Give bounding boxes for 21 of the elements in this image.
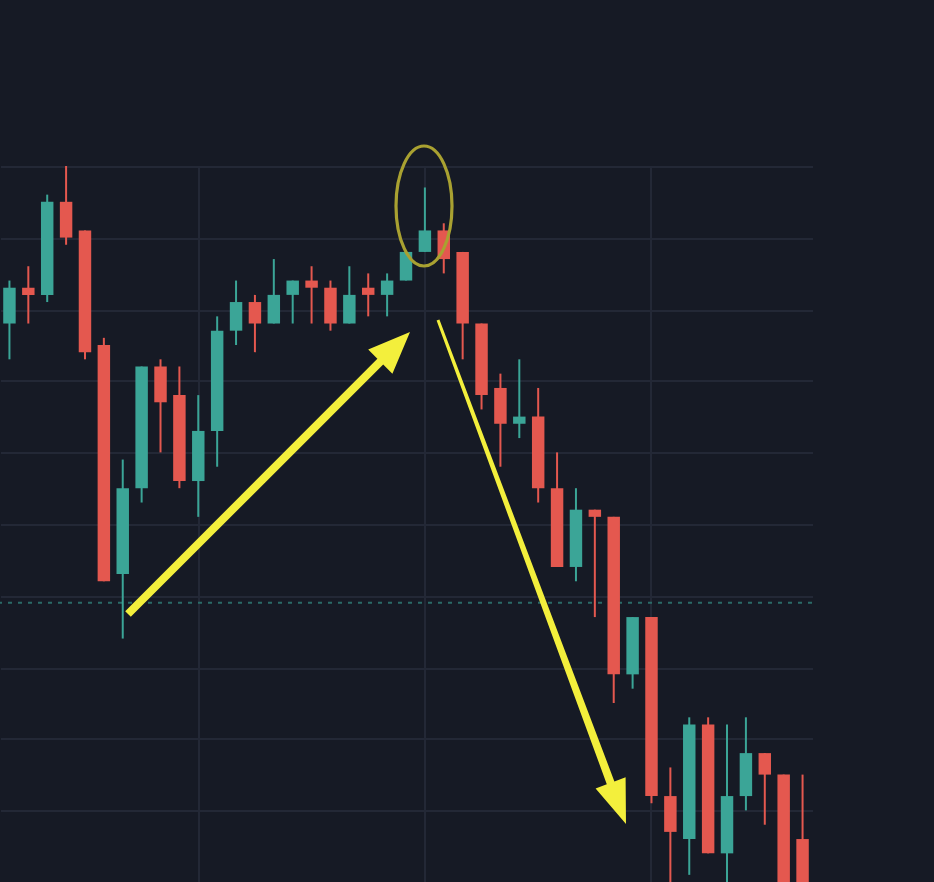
candlestick	[664, 766, 677, 882]
candlestick	[229, 279, 243, 346]
candlestick	[324, 279, 337, 332]
candlestick	[758, 752, 772, 826]
candlestick	[154, 358, 167, 454]
candlestick	[588, 508, 602, 619]
candlestick	[739, 716, 753, 812]
candlestick	[494, 372, 507, 468]
candlestick	[286, 279, 299, 325]
candlestick	[305, 265, 318, 325]
candlestick	[513, 358, 526, 440]
candlestick	[22, 265, 35, 325]
candlestick	[248, 293, 262, 354]
candlestick	[343, 265, 356, 325]
candlestick	[59, 165, 73, 246]
candlestick	[362, 272, 375, 318]
candlestick	[418, 186, 432, 253]
candlestick	[380, 272, 394, 318]
candlestick	[267, 258, 281, 325]
candlestick	[796, 773, 809, 882]
candlestick	[3, 279, 16, 361]
